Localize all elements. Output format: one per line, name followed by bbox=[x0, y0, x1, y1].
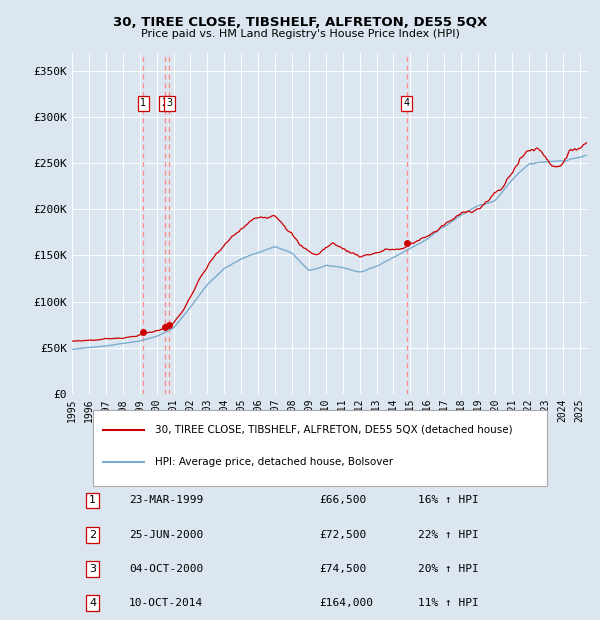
Text: £72,500: £72,500 bbox=[320, 529, 367, 540]
Text: £66,500: £66,500 bbox=[320, 495, 367, 505]
Text: 23-MAR-1999: 23-MAR-1999 bbox=[129, 495, 203, 505]
Text: 3: 3 bbox=[89, 564, 96, 574]
FancyBboxPatch shape bbox=[92, 410, 547, 486]
Text: 20% ↑ HPI: 20% ↑ HPI bbox=[418, 564, 478, 574]
Text: 1: 1 bbox=[89, 495, 96, 505]
Text: 10-OCT-2014: 10-OCT-2014 bbox=[129, 598, 203, 608]
Text: HPI: Average price, detached house, Bolsover: HPI: Average price, detached house, Bols… bbox=[155, 457, 392, 467]
Text: 2: 2 bbox=[89, 529, 96, 540]
Text: 2: 2 bbox=[161, 99, 168, 108]
Text: 30, TIREE CLOSE, TIBSHELF, ALFRETON, DE55 5QX: 30, TIREE CLOSE, TIBSHELF, ALFRETON, DE5… bbox=[113, 16, 487, 29]
Text: 4: 4 bbox=[404, 99, 410, 108]
Text: 30, TIREE CLOSE, TIBSHELF, ALFRETON, DE55 5QX (detached house): 30, TIREE CLOSE, TIBSHELF, ALFRETON, DE5… bbox=[155, 425, 512, 435]
Text: Price paid vs. HM Land Registry's House Price Index (HPI): Price paid vs. HM Land Registry's House … bbox=[140, 29, 460, 39]
Text: 22% ↑ HPI: 22% ↑ HPI bbox=[418, 529, 478, 540]
Text: £164,000: £164,000 bbox=[320, 598, 374, 608]
Text: 3: 3 bbox=[166, 99, 173, 108]
Text: 11% ↑ HPI: 11% ↑ HPI bbox=[418, 598, 478, 608]
Text: £74,500: £74,500 bbox=[320, 564, 367, 574]
Text: 4: 4 bbox=[89, 598, 96, 608]
Text: 04-OCT-2000: 04-OCT-2000 bbox=[129, 564, 203, 574]
Text: 1: 1 bbox=[140, 99, 146, 108]
Text: 25-JUN-2000: 25-JUN-2000 bbox=[129, 529, 203, 540]
Text: 16% ↑ HPI: 16% ↑ HPI bbox=[418, 495, 478, 505]
